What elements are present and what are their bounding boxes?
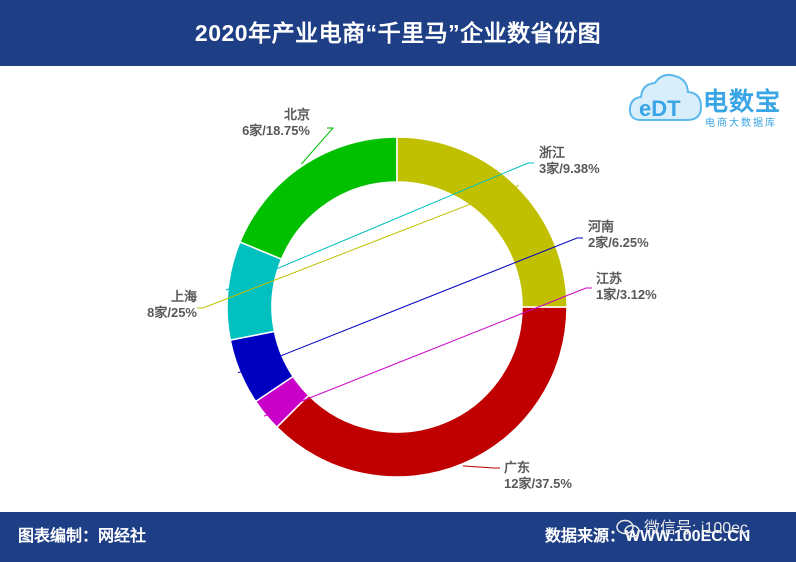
slice-label-name: 江苏 bbox=[596, 271, 622, 286]
logo-subtitle: 电商大数据库 bbox=[705, 118, 777, 129]
leader-line-江苏 bbox=[263, 287, 592, 417]
slice-label-value: 6家/18.75% bbox=[242, 123, 310, 138]
slice-label-value: 8家/25% bbox=[147, 305, 197, 320]
logo-text: 电数宝 bbox=[703, 88, 782, 116]
slice-label-value: 1家/3.12% bbox=[596, 287, 657, 302]
slice-上海 bbox=[396, 136, 568, 308]
slice-label-name: 广东 bbox=[504, 460, 530, 475]
leader-line-广东 bbox=[462, 465, 500, 469]
slice-label-value: 3家/9.38% bbox=[539, 161, 600, 176]
slice-北京 bbox=[238, 136, 398, 261]
slice-label-name: 河南 bbox=[588, 219, 614, 234]
donut-slices bbox=[226, 136, 568, 478]
slice-label-value: 2家/6.25% bbox=[588, 235, 649, 250]
chart-title: 2020年产业电商“千里马”企业数省份图 bbox=[194, 20, 602, 46]
slice-浙江 bbox=[226, 240, 283, 342]
header-bar: 2020年产业电商“千里马”企业数省份图 bbox=[0, 0, 796, 66]
footer-credit: 图表编制：网经社 bbox=[18, 528, 147, 545]
footer-bar: 图表编制：网经社 数据来源：WWW.100EC.CN bbox=[0, 512, 796, 562]
slice-label-name: 上海 bbox=[171, 289, 197, 304]
cloud-logo-icon: eDT bbox=[628, 73, 703, 121]
slice-label-name: 北京 bbox=[284, 107, 310, 122]
slice-广东 bbox=[275, 306, 568, 478]
slice-label-name: 浙江 bbox=[539, 145, 565, 160]
wechat-icon bbox=[616, 519, 640, 538]
leader-line-河南 bbox=[237, 237, 583, 374]
leader-line-北京 bbox=[301, 127, 335, 165]
slice-label-value: 12家/37.5% bbox=[504, 476, 572, 491]
wechat-watermark: 微信号: i100ec bbox=[616, 516, 748, 542]
leader-line-上海 bbox=[197, 184, 519, 309]
leader-line-浙江 bbox=[225, 162, 534, 291]
footer-source: 数据来源：WWW.100EC.CN bbox=[545, 528, 751, 545]
watermark-text: 微信号: i100ec bbox=[644, 520, 749, 537]
edt-logo: eDT 电数宝 电商大数据库 bbox=[627, 70, 792, 132]
logo-mark: eDT bbox=[639, 96, 681, 121]
leader-lines bbox=[197, 127, 592, 469]
